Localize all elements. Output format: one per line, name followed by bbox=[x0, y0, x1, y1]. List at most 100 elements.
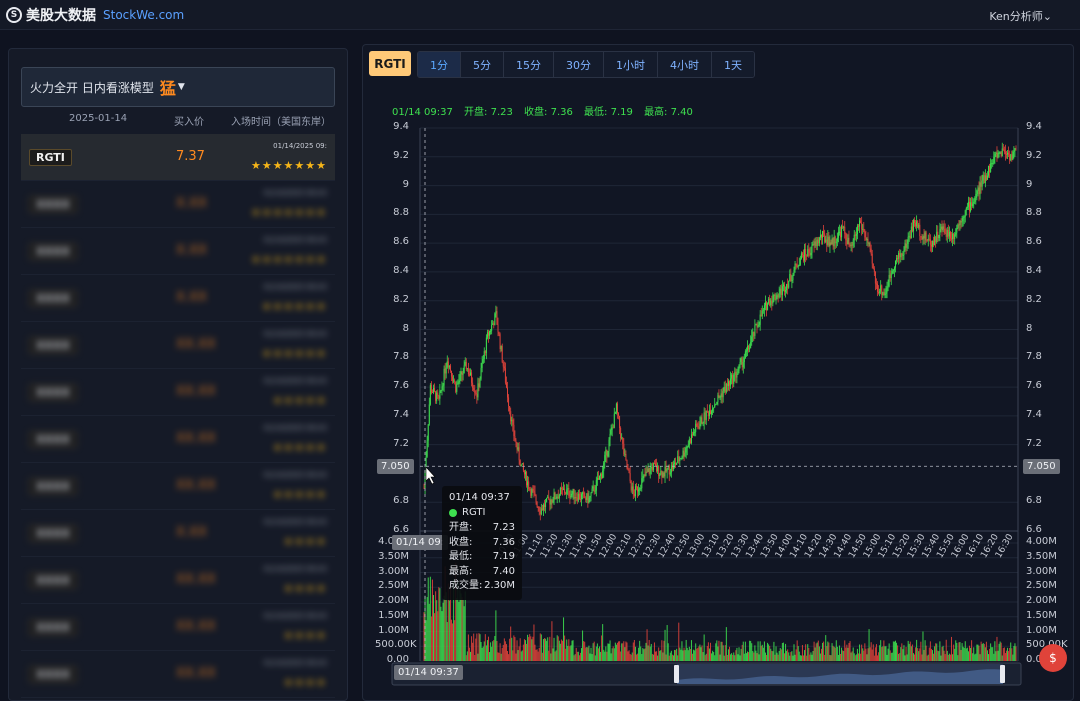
tab-interval[interactable]: 30分 bbox=[554, 52, 604, 77]
price-tick-left: 7.6 bbox=[393, 380, 409, 392]
star-rating-icon: ★★★★★★ bbox=[261, 347, 327, 360]
buy-price: XX.XX bbox=[176, 384, 216, 399]
volume-tick-right: 2.50M bbox=[1026, 580, 1057, 592]
entry-time: 01/14/2025 09:XX bbox=[263, 377, 327, 385]
star-rating-icon: ★★★★★ bbox=[272, 394, 327, 407]
user-menu[interactable]: Ken分析师⌄ bbox=[989, 8, 1052, 24]
list-item[interactable]: XXXX XX.XX 01/14/2025 09:XX ★★★★ bbox=[21, 557, 335, 604]
price-tick-left: 8.6 bbox=[393, 236, 409, 248]
model-select[interactable]: 火力全开 日内看涨模型 猛 ▼ bbox=[21, 67, 335, 107]
zoom-start-label: 01/14 09:37 bbox=[394, 665, 463, 680]
entry-time: 01/14/2025 09:XX bbox=[263, 612, 327, 620]
list-item[interactable]: XXXX X.XX 01/14/2025 09:XX ★★★★★★ bbox=[21, 275, 335, 322]
tooltip-symbol: RGTI bbox=[449, 507, 515, 518]
price-tick-right: 6.8 bbox=[1026, 495, 1042, 507]
column-entry-time: 入场时间（美国东岸） bbox=[231, 117, 331, 128]
volume-tick-left: 0.00 bbox=[386, 654, 409, 665]
list-item[interactable]: XXXX XX.XX 01/14/2025 09:XX ★★★★★ bbox=[21, 369, 335, 416]
buy-price: XX.XX bbox=[176, 337, 216, 352]
price-tick-left: 8.4 bbox=[393, 264, 409, 276]
tab-interval[interactable]: 1分 bbox=[418, 52, 461, 77]
tooltip-row: 开盘: 7.23 bbox=[449, 522, 515, 533]
entry-time: 01/14/2025 09:XX bbox=[263, 471, 327, 479]
price-tick-right: 9.2 bbox=[1026, 149, 1042, 161]
star-rating-icon: ★★★★ bbox=[283, 676, 327, 689]
volume-tick-right: 1.50M bbox=[1026, 609, 1057, 621]
ticker-chip: XXXX bbox=[29, 572, 77, 589]
ticker-chip: XXXX bbox=[29, 525, 77, 542]
tooltip-time: 01/14 09:37 bbox=[449, 492, 510, 503]
ticker-chip: XXXX bbox=[29, 666, 77, 683]
star-rating-icon: ★★★★ bbox=[283, 629, 327, 642]
list-header: 2025-01-14 买入价 入场时间（美国东岸） bbox=[21, 111, 335, 129]
star-rating-icon: ★★★★★★★ bbox=[250, 206, 327, 219]
site-logo[interactable]: S 美股大数据 StockWe.com bbox=[6, 5, 184, 25]
column-buy-price: 买入价 bbox=[174, 117, 204, 128]
volume-tick-left: 3.50M bbox=[378, 550, 409, 562]
price-tick-left: 7.2 bbox=[393, 437, 409, 449]
entry-time: 01/14/2025 09:XX bbox=[263, 236, 327, 244]
star-rating-icon: ★★★★★ bbox=[272, 488, 327, 501]
buy-price: X.XX bbox=[176, 243, 207, 258]
list-item[interactable]: XXXX XX.XX 01/14/2025 09:XX ★★★★★★ bbox=[21, 322, 335, 369]
chat-icon[interactable]: $ bbox=[1039, 644, 1067, 672]
entry-time: 01/14/2025 09:XX bbox=[263, 189, 327, 197]
volume-tick-right: 3.50M bbox=[1026, 550, 1057, 562]
ohlc-summary: 01/14 09:37 开盘: 7.23 收盘: 7.36 最低: 7.19 最… bbox=[392, 103, 701, 118]
ohlc-close: 收盘: 7.36 bbox=[524, 107, 573, 118]
caret-down-icon: ▼ bbox=[177, 82, 185, 92]
ohlc-high: 最高: 7.40 bbox=[644, 107, 693, 118]
star-rating-icon: ★★★★★★★ bbox=[250, 159, 327, 172]
volume-tick-right: 0.00 bbox=[1026, 654, 1049, 665]
ticker-chip: XXXX bbox=[29, 431, 77, 448]
volume-tick-left: 2.50M bbox=[378, 580, 409, 592]
buy-price: XX.XX bbox=[176, 572, 216, 587]
price-tick-right: 9 bbox=[1026, 178, 1033, 190]
tab-interval[interactable]: 5分 bbox=[461, 52, 504, 77]
model-label: 火力全开 日内看涨模型 bbox=[30, 80, 154, 95]
list-item[interactable]: XXXX X.XX 01/14/2025 09:XX ★★★★★★★ bbox=[21, 228, 335, 275]
tab-interval[interactable]: 4小时 bbox=[658, 52, 712, 77]
list-item[interactable]: XXXX XX.XX 01/14/2025 09:XX ★★★★★ bbox=[21, 463, 335, 510]
entry-time: 01/14/2025 09:XX bbox=[263, 518, 327, 526]
volume-tick-right: 2.00M bbox=[1026, 595, 1057, 606]
tab-interval[interactable]: 15分 bbox=[504, 52, 554, 77]
ticker-chip: XXXX bbox=[29, 337, 77, 354]
tooltip-row: 最低: 7.19 bbox=[449, 551, 515, 562]
buy-price: X.XX bbox=[176, 290, 207, 305]
list-item[interactable]: XXXX X.XX 01/14/2025 09:XX ★★★★ bbox=[21, 510, 335, 557]
crosshair-price-right: 7.050 bbox=[1023, 459, 1060, 474]
star-rating-icon: ★★★★ bbox=[283, 582, 327, 595]
buy-price: XX.XX bbox=[176, 431, 216, 446]
list-item[interactable]: RGTI 7.37 01/14/2025 09: ★★★★★★★ bbox=[21, 134, 335, 181]
entry-time: 01/14/2025 09:XX bbox=[263, 659, 327, 667]
price-tick-right: 7.8 bbox=[1026, 351, 1042, 363]
volume-tick-right: 3.00M bbox=[1026, 565, 1057, 577]
top-bar: S 美股大数据 StockWe.com Ken分析师⌄ bbox=[0, 0, 1080, 30]
price-tick-right: 6.6 bbox=[1026, 524, 1042, 535]
logo-icon: S bbox=[6, 7, 22, 23]
price-tick-right: 8.4 bbox=[1026, 264, 1042, 276]
ohlc-time: 01/14 09:37 bbox=[392, 107, 453, 118]
user-menu-label: Ken分析师 bbox=[989, 10, 1043, 23]
price-tick-right: 7.2 bbox=[1026, 437, 1042, 449]
tab-interval[interactable]: 1天 bbox=[712, 52, 754, 77]
list-item[interactable]: XXXX XX.XX 01/14/2025 09:XX ★★★★ bbox=[21, 651, 335, 698]
tab-interval[interactable]: 1小时 bbox=[604, 52, 658, 77]
price-tick-left: 9.4 bbox=[393, 121, 409, 132]
volume-tick-left: 3.00M bbox=[378, 565, 409, 577]
list-item[interactable]: XXXX X.XX 01/14/2025 09:XX ★★★★★★★ bbox=[21, 181, 335, 228]
star-rating-icon: ★★★★★★ bbox=[261, 300, 327, 313]
volume-tick-left: 1.50M bbox=[378, 609, 409, 621]
price-tick-right: 8.2 bbox=[1026, 293, 1042, 305]
price-tick-right: 8.8 bbox=[1026, 207, 1042, 219]
list-item[interactable]: XXXX XX.XX 01/14/2025 09:XX ★★★★ bbox=[21, 604, 335, 651]
tooltip-row: 成交量: 2.30M bbox=[449, 580, 515, 591]
symbol-button[interactable]: RGTI bbox=[369, 51, 411, 76]
crosshair-price-left: 7.050 bbox=[377, 459, 414, 474]
buy-price: XX.XX bbox=[176, 619, 216, 634]
price-tick-left: 7.8 bbox=[393, 351, 409, 363]
star-rating-icon: ★★★★★ bbox=[272, 441, 327, 454]
interval-tabs: 1分 5分 15分 30分 1小时 4小时 1天 bbox=[417, 51, 755, 78]
list-item[interactable]: XXXX XX.XX 01/14/2025 09:XX ★★★★★ bbox=[21, 416, 335, 463]
